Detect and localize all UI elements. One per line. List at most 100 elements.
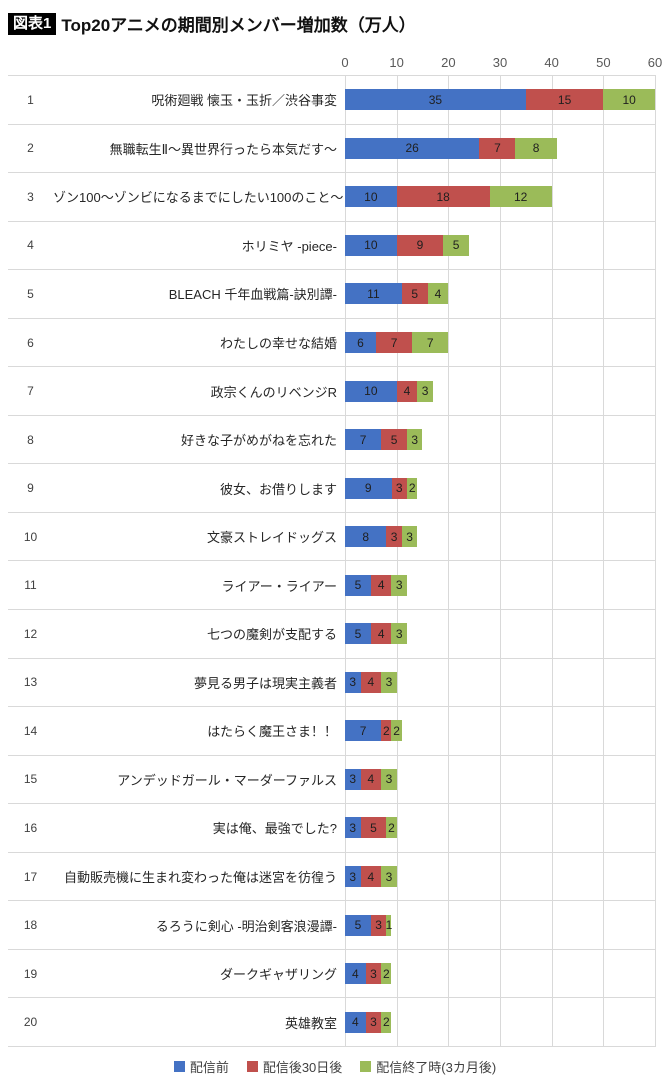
category-label: 夢見る男子は現実主義者 [193,675,337,691]
x-axis-tick-label: 30 [492,55,508,70]
value-label: 3 [349,869,357,884]
bar-segment-series-1: 7 [345,429,382,451]
row-plot: 10 18 12 [345,173,655,221]
chart-row: 5 BLEACH 千年血戦篇-訣別譚- 11 5 4 [8,270,655,319]
value-label: 3 [385,772,393,787]
stacked-bar: 26 7 8 [345,137,655,159]
chart-row: 14 はたらく魔王さま！！ 7 2 2 [8,707,655,756]
value-label: 3 [375,918,382,933]
bar-segment-series-2: 3 [391,477,407,499]
legend-label: 配信前 [189,1060,229,1076]
category-label: 自動販売機に生まれ変わった俺は迷宮を彷徨う [63,870,337,886]
value-label: 2 [388,820,395,835]
rank-label: 4 [27,238,34,253]
bar-segment-series-2: 15 [525,89,604,111]
x-axis-tick-label: 40 [544,55,559,70]
value-label: 4 [367,675,375,690]
legend-label: 配信後30日後 [262,1060,343,1076]
rank-label: 3 [27,189,34,204]
value-label: 5 [411,286,419,301]
value-label: 10 [622,92,636,107]
x-axis-tick-label: 20 [441,55,456,70]
row-plot: 11 5 4 [345,270,655,318]
bar-segment-series-1: 3 [345,671,361,693]
rank-label: 15 [23,772,38,787]
bar-segment-series-3: 2 [381,963,392,985]
category-label: 政宗くんのリベンジR [210,384,337,400]
bar-segment-series-1: 3 [345,817,361,839]
category-label: 文豪ストレイドッグス [206,530,337,546]
rank-label: 16 [23,820,38,835]
value-label: 10 [364,384,378,399]
bar-segment-series-3: 3 [381,866,397,888]
legend-item-series-2: 配信後30日後 [246,1057,343,1076]
bar-segment-series-1: 5 [345,574,371,596]
category-label: わたしの幸せな結婚 [219,336,337,351]
stacked-bar: 6 7 7 [345,332,655,353]
value-label: 12 [513,189,528,204]
value-label: 2 [382,1015,390,1030]
value-label: 3 [370,966,377,981]
category-label: ゾン100～ゾンビになるまでにしたい100のこと～ [53,190,344,206]
bar-segment-series-3: 3 [391,623,407,645]
row-plot: 10 9 5 [345,222,655,270]
bar-segment-series-2: 9 [396,234,444,256]
stacked-bar: 10 4 3 [345,380,655,402]
legend-item-series-1: 配信前 [173,1057,229,1076]
stacked-bar: 35 15 10 [345,89,655,111]
chart-row: 13 夢見る男子は現実主義者 3 4 3 [8,659,655,708]
category-label: 呪術廻戦 懐玉・玉折／渋谷事変 [151,93,337,109]
value-label: 5 [354,918,362,933]
value-label: 3 [385,869,393,884]
bar-segment-series-1: 10 [345,234,397,256]
chart-row: 12 七つの魔剣が支配する 5 4 3 [8,610,655,659]
value-label: 35 [428,92,443,107]
chart-header: 図表1 Top20アニメの期間別メンバー増加数（万人） [0,0,670,42]
category-label: 実は俺、最強でした? [212,821,337,837]
value-label: 10 [364,238,378,253]
gridline [655,75,656,1047]
value-label: 7 [494,141,501,156]
bar-segment-series-3: 3 [406,429,423,451]
chart-row: 3 ゾン100～ゾンビになるまでにしたい100のこと～ 10 18 12 [8,173,655,222]
value-label: 3 [421,384,429,399]
rank-label: 2 [27,141,34,156]
value-label: 7 [359,723,367,738]
chart-row: 19 ダークギャザリング 4 3 2 [8,950,655,999]
row-plot: 10 4 3 [345,367,655,415]
bar-segment-series-1: 8 [345,526,387,548]
legend-label: 配信終了時(3カ月後) [376,1060,497,1076]
bar-segment-series-2: 3 [365,963,382,985]
rank-label: 14 [23,723,38,738]
rank-label: 1 [27,92,34,107]
bar-segment-series-2: 4 [370,574,392,596]
value-label: 2 [408,481,416,496]
chart-row: 9 彼女、お借りします 9 3 2 [8,464,655,513]
value-label: 3 [395,578,403,593]
bar-segment-series-3: 2 [391,720,402,742]
bar-segment-series-1: 9 [345,477,392,499]
rank-label: 10 [23,529,38,544]
row-plot: 35 15 10 [345,76,655,124]
value-label: 4 [367,772,375,787]
category-label: 無職転生Ⅱ～異世界行ったら本気だす～ [109,141,337,157]
chart-row: 11 ライアー・ライアー 5 4 3 [8,561,655,611]
stacked-bar: 10 18 12 [345,186,655,208]
bar-segment-series-2: 18 [396,186,490,208]
bar-segment-series-1: 5 [345,914,371,936]
value-label: 4 [434,286,442,301]
value-label: 3 [370,1015,377,1030]
chart-row: 16 実は俺、最強でした? 3 5 2 [8,804,655,853]
value-label: 3 [390,529,398,544]
